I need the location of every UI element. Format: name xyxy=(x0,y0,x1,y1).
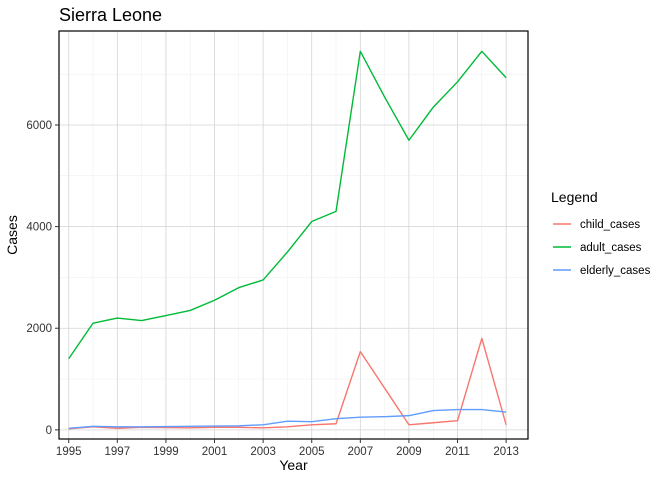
plot-panel-border xyxy=(58,30,529,440)
legend-label: elderly_cases xyxy=(580,265,651,277)
y-tick-label: 2000 xyxy=(26,323,52,335)
x-tick-label: 2011 xyxy=(445,446,470,458)
series-lines xyxy=(68,50,507,430)
x-axis-title: Year xyxy=(279,457,308,473)
y-axis: 0 2000 4000 6000 xyxy=(26,120,59,437)
x-tick-label: 1995 xyxy=(56,446,82,458)
x-tick-label: 2007 xyxy=(348,446,374,458)
x-tick-label: 2001 xyxy=(202,446,228,458)
y-axis-title: Cases xyxy=(4,215,20,255)
x-tick-label: 2003 xyxy=(250,446,276,458)
x-tick-label: 2005 xyxy=(299,446,325,458)
x-tick-label: 1999 xyxy=(153,446,179,458)
y-tick-label: 6000 xyxy=(26,120,52,132)
gridlines xyxy=(59,31,528,439)
x-axis: 1995 1997 1999 2001 2003 2005 2007 2009 2011 2013 xyxy=(56,439,519,458)
x-tick-label: 2013 xyxy=(493,446,519,458)
legend: Legend child_cases adult_cases elderly_cas… xyxy=(551,189,651,277)
legend-label: adult_cases xyxy=(580,242,642,254)
y-tick-label: 4000 xyxy=(26,222,52,234)
legend-title: Legend xyxy=(551,189,598,205)
chart-title: Sierra Leone xyxy=(59,5,162,25)
series-line-elderly-cases xyxy=(68,408,507,430)
x-tick-label: 1997 xyxy=(105,446,131,458)
y-tick-label: 0 xyxy=(46,425,52,437)
x-tick-label: 2009 xyxy=(396,446,422,458)
legend-label: child_cases xyxy=(580,219,640,231)
series-line-adult-cases xyxy=(68,50,507,360)
